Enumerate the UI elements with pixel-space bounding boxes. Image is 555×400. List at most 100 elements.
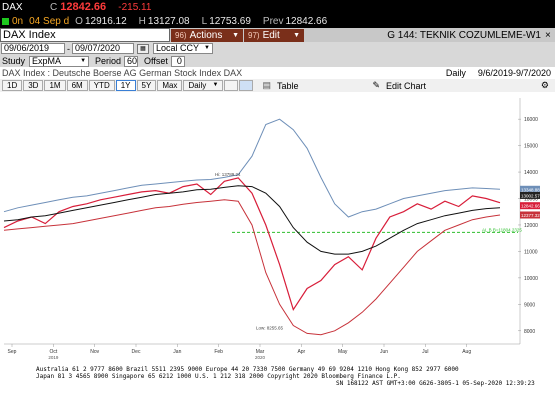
frequency-select[interactable]: Daily ▼ [183,80,224,91]
edit-label: Edit [262,29,280,41]
study-value: ExpMA [32,55,62,66]
period-button-5y[interactable]: 5Y [136,80,157,91]
footer-line-3: SN 168122 AST GMT+3:00 G626-3805-1 05-Se… [336,380,535,387]
date-range-bar: 09/06/2019 - 09/07/2020 ▦ Local CCY ▼ [0,42,555,55]
security-field[interactable]: DAX Index [0,28,170,42]
x-tick-label: Dec [132,349,141,355]
high-value: 13127.08 [147,15,190,27]
period-button-1m[interactable]: 1M [44,80,66,91]
settings-icon[interactable]: ⚙ [540,80,549,90]
x-tick-label: Jan [173,349,181,355]
chevron-down-icon: ▼ [232,31,239,39]
x-tick-label: Nov [90,349,99,355]
chart-style-button[interactable] [239,80,254,91]
edit-chart-button[interactable]: ✎ Edit Chart [372,80,426,91]
y-tick-label: 8000 [524,329,535,335]
page-title: G 144: TEKNIK COZUMLEME-W1 [304,30,545,41]
y-tick-label: 10000 [524,276,538,282]
currency-label: Local CCY [156,43,200,53]
period-button-6m[interactable]: 6M [66,80,88,91]
edit-menu[interactable]: 97) Edit ▼ [244,28,304,42]
series-upper_band [3,118,501,218]
study-select[interactable]: ExpMA ▼ [29,55,90,67]
price-tag-box [520,211,540,219]
index-description: DAX Index : Deutsche Boerse AG German St… [2,68,243,78]
x-tick-label: Apr [297,349,305,355]
actions-num: 96) [175,30,187,40]
x-tick-label: Aug [462,349,471,355]
y-tick-label: 14000 [524,170,538,176]
low-prefix: L [201,15,208,27]
change-value: -215.11 [118,1,152,13]
price-tag-label: 12842.66 [521,204,540,209]
start-date-input[interactable]: 09/06/2019 [1,43,65,54]
year-label: 2020 [255,355,266,360]
high-prefix: H [138,15,146,27]
low-value: 12753.69 [209,15,251,27]
period-button-ytd[interactable]: YTD [88,80,115,91]
price-tag-box [520,191,540,199]
security-label: DAX Index [3,29,56,41]
status-dot [2,17,9,25]
chevron-down-icon: ▼ [204,45,210,51]
price-tag-box [520,185,540,193]
high-annotation: Hi: 13789.24 [215,172,241,177]
calendar-icon[interactable]: ▦ [137,43,149,54]
offset-input[interactable]: 0 [170,55,185,67]
chevron-down-icon: ▼ [80,57,87,64]
open-value: 12916.12 [84,15,127,27]
table-icon: ▤ [262,80,271,90]
period-button-max[interactable]: Max [157,80,183,91]
currency-select[interactable]: Local CCY ▼ [153,43,213,54]
study-label: Study [2,56,26,66]
x-tick-label: Jun [380,349,388,355]
command-bar: DAX Index 96) Actions ▼ 97) Edit ▼ G 144… [0,28,555,42]
x-tick-label: May [338,349,348,355]
status-flag: 0n [12,15,24,27]
prev-value: 12842.66 [285,15,328,27]
y-tick-label: 11000 [524,249,538,255]
period-button-1d[interactable]: 1D [2,80,23,91]
chart-toolbar: 1D 3D 1M 6M YTD 1Y 5Y Max Daily ▼ ▤ Tabl… [0,79,555,92]
low-annotation: Low: 8255.65 [256,325,284,330]
footer-line-1: Australia 61 2 9777 8600 Brazil 5511 239… [36,366,459,373]
y-tick-label: 12000 [524,223,538,229]
period-label: Period [95,56,122,66]
y-tick-label: 13000 [524,197,538,203]
series-lower_band [3,199,501,336]
x-tick-label: Sep [8,349,17,355]
study-bar: Study ExpMA ▼ Period 60 Offset 0 [0,55,555,67]
range-label: 9/6/2019-9/7/2020 [477,68,551,78]
x-tick-label: Feb [214,349,223,355]
date-label: 04 Sep d [29,15,70,27]
page-title-text: G 144: TEKNIK COZUMLEME-W1 [387,29,541,41]
date-separator: - [67,43,70,54]
footer-line-2: Japan 81 3 4565 8900 Singapore 65 6212 1… [36,373,401,380]
pencil-icon: ✎ [372,80,381,90]
open-prefix: O [75,15,83,27]
chevron-down-icon: ▼ [293,31,300,39]
x-tick-label: Oct [49,349,57,355]
last-price: 12842.66 [60,1,107,13]
price-tag-box [520,202,540,210]
quote-bar: DAX C 12842.66 -215.11 [0,0,555,14]
ohlc-bar: 0n 04 Sep d O 12916.12 H 13127.08 L 1275… [0,14,555,28]
period-input[interactable]: 60 [124,55,139,67]
end-date-input[interactable]: 09/07/2020 [72,43,134,54]
ticker: DAX [2,1,23,13]
support-line-label: AL B B=11804.2325 [482,227,522,232]
actions-menu[interactable]: 96) Actions ▼ [171,28,243,42]
table-button[interactable]: ▤ Table [262,80,298,91]
price-chart[interactable]: 16000 15000 14000 13000 12000 11000 10000 9000 8… [0,92,555,362]
x-tick-label: Jul [422,349,428,355]
chart-svg: 16000 15000 14000 13000 12000 11000 10000 9000 8… [3,98,540,360]
close-icon[interactable]: × [545,29,551,41]
period-button-3d[interactable]: 3D [23,80,44,91]
period-button-1y[interactable]: 1Y [115,80,136,91]
edit-chart-label: Edit Chart [386,80,427,91]
last-prefix: C [50,1,58,13]
table-button-label: Table [276,80,299,91]
series-ema [3,185,501,255]
offset-label: Offset [144,56,168,66]
chart-type-button[interactable] [224,80,239,91]
